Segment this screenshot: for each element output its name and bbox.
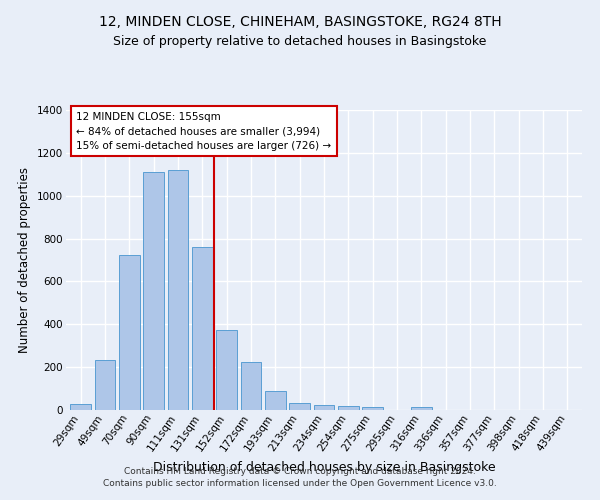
- Bar: [119, 254, 140, 410]
- Bar: [143, 172, 164, 410]
- Bar: [338, 406, 359, 410]
- Bar: [167, 170, 188, 410]
- Bar: [289, 403, 310, 410]
- Text: Contains HM Land Registry data © Crown copyright and database right 2024.
Contai: Contains HM Land Registry data © Crown c…: [103, 466, 497, 487]
- Bar: [265, 390, 286, 410]
- Bar: [216, 330, 237, 410]
- Bar: [95, 360, 115, 410]
- Bar: [241, 362, 262, 410]
- Bar: [192, 247, 212, 410]
- Bar: [314, 404, 334, 410]
- Text: Size of property relative to detached houses in Basingstoke: Size of property relative to detached ho…: [113, 35, 487, 48]
- Text: 12 MINDEN CLOSE: 155sqm
← 84% of detached houses are smaller (3,994)
15% of semi: 12 MINDEN CLOSE: 155sqm ← 84% of detache…: [76, 112, 331, 151]
- Text: 12, MINDEN CLOSE, CHINEHAM, BASINGSTOKE, RG24 8TH: 12, MINDEN CLOSE, CHINEHAM, BASINGSTOKE,…: [98, 15, 502, 29]
- Bar: [70, 404, 91, 410]
- Bar: [411, 408, 432, 410]
- Y-axis label: Number of detached properties: Number of detached properties: [19, 167, 31, 353]
- X-axis label: Distribution of detached houses by size in Basingstoke: Distribution of detached houses by size …: [152, 462, 496, 474]
- Bar: [362, 407, 383, 410]
